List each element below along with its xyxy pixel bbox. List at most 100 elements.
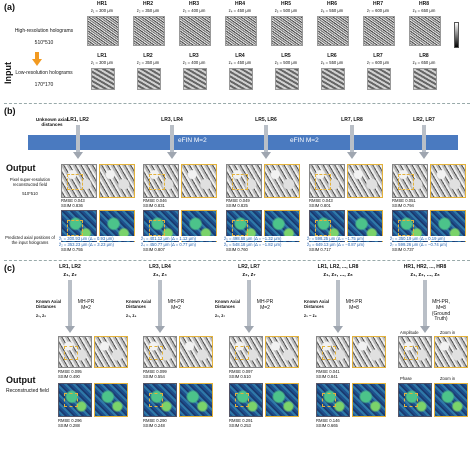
rmse-value: RMSE 0.296 bbox=[58, 418, 82, 423]
rmse-value: RMSE 0.097 bbox=[229, 369, 253, 374]
group-arrow-stem bbox=[158, 280, 162, 326]
hr-hologram bbox=[409, 16, 441, 46]
rmse-value: RMSE 0.046 bbox=[143, 198, 167, 203]
group-z-label: z₁, z₂, ..., z₈ bbox=[410, 272, 440, 278]
ssim-value: SSIM 0.248 bbox=[143, 423, 165, 428]
amplitude-zoom bbox=[179, 336, 213, 368]
hr-name: HR7 bbox=[372, 1, 383, 7]
lr-z: z₆ = 550 μm bbox=[320, 60, 344, 65]
hr-size: 510*510 bbox=[34, 40, 54, 46]
known-z: z₃, z₄ bbox=[126, 313, 137, 318]
zoom-box bbox=[64, 346, 78, 360]
down-arrow-icon bbox=[333, 326, 343, 333]
zoom-box bbox=[398, 174, 414, 190]
zoom-box bbox=[232, 174, 248, 190]
lr-name: LR6 bbox=[327, 53, 337, 59]
rmse-value: RMSE 0.043 bbox=[61, 198, 85, 203]
zoom-box bbox=[149, 174, 165, 190]
lr-pair-label: LR2, LR7 bbox=[413, 117, 435, 123]
lr-hologram bbox=[183, 68, 207, 90]
predicted-position-1: ẑ₅ = 498.68 μm (Δ = −1.32 μm) bbox=[224, 236, 308, 242]
gt-zoom-label: Zoom in bbox=[440, 330, 456, 335]
hr-name: HR4 bbox=[234, 1, 245, 7]
model-label: MH-PR M=2 bbox=[252, 299, 278, 312]
down-arrow-icon bbox=[65, 326, 75, 333]
ssim-value: SSIM 0.831 bbox=[143, 203, 165, 208]
ssim-value: SSIM 0.665 bbox=[316, 423, 338, 428]
rmse-value: RMSE 0.291 bbox=[229, 418, 253, 423]
amplitude-image bbox=[392, 164, 428, 198]
separator-bc bbox=[4, 260, 470, 261]
rmse-value: RMSE 0.051 bbox=[392, 198, 416, 203]
hr-z: z₇ = 600 μm bbox=[366, 8, 390, 13]
down-arrow-icon bbox=[347, 152, 357, 159]
lr-pair-label: LR5, LR6 bbox=[255, 117, 277, 123]
predicted-position-2: ẑ₇ = 599.26 μm (Δ = −0.74 μm) bbox=[390, 242, 474, 248]
ssim-value: SSIM 0.841 bbox=[316, 374, 338, 379]
zoom-box bbox=[149, 393, 163, 407]
zoom-box bbox=[67, 220, 83, 236]
known-label: Known Axial Distances bbox=[36, 299, 61, 309]
hr-name: HR1 bbox=[96, 1, 107, 7]
model-label: MH-PR, M=8 (Ground Truth) bbox=[428, 299, 454, 323]
ssim-value: SSIM 0.288 bbox=[58, 423, 80, 428]
amplitude-zoom bbox=[264, 164, 300, 198]
hr-name: HR6 bbox=[326, 1, 337, 7]
lr-size: 170*170 bbox=[34, 82, 54, 88]
lr-name: LR4 bbox=[235, 53, 245, 59]
hr-hologram bbox=[317, 16, 349, 46]
ssim-value: SSIM 0.253 bbox=[229, 423, 251, 428]
amplitude-zoom bbox=[265, 336, 299, 368]
output-label-c: Output bbox=[6, 375, 36, 385]
hr-z: z₈ = 650 μm bbox=[412, 8, 436, 13]
phase-zoom bbox=[352, 383, 386, 417]
lr-hologram bbox=[413, 68, 437, 90]
predicted-position-1: ẑ₁ = 300.93 μm (Δ = 0.93 μm) bbox=[59, 236, 143, 242]
pair-arrow-stem bbox=[422, 125, 426, 153]
lr-hologram bbox=[275, 68, 299, 90]
down-arrow-icon bbox=[32, 52, 42, 66]
hr-name: HR5 bbox=[280, 1, 291, 7]
zoom-box bbox=[315, 220, 331, 236]
hr-hologram bbox=[271, 16, 303, 46]
lr-z: z₁ = 300 μm bbox=[90, 60, 114, 65]
rmse-value: RMSE 0.041 bbox=[316, 369, 340, 374]
lr-name: LR7 bbox=[373, 53, 383, 59]
lr-pair-label: LR1, LR2 bbox=[67, 117, 89, 123]
efin-label-2: eFIN M=2 bbox=[290, 137, 319, 144]
down-arrow-icon bbox=[73, 152, 83, 159]
hr-z: z₆ = 550 μm bbox=[320, 8, 344, 13]
lr-hologram bbox=[321, 68, 345, 90]
amplitude-zoom bbox=[99, 164, 135, 198]
lr-pair-label: LR7, LR8 bbox=[341, 117, 363, 123]
zoom-box bbox=[67, 174, 83, 190]
down-arrow-icon bbox=[419, 152, 429, 159]
group-arrow-stem bbox=[247, 280, 251, 326]
amplitude-zoom bbox=[181, 164, 217, 198]
ssim-value: SSIM 0.737 bbox=[392, 247, 414, 252]
zoom-box bbox=[398, 220, 414, 236]
separator-ab bbox=[4, 103, 470, 104]
group-z-label: z₂, z₇ bbox=[242, 272, 256, 278]
zoom-box bbox=[149, 220, 165, 236]
predicted-position-2: ẑ₈ = 649.13 μm (Δ = −0.87 μm) bbox=[307, 242, 391, 248]
down-arrow-icon bbox=[261, 152, 271, 159]
hr-name: HR2 bbox=[142, 1, 153, 7]
input-side-label: Input bbox=[3, 62, 13, 84]
hr-name: HR3 bbox=[188, 1, 199, 7]
hr-z: z₂ = 350 μm bbox=[136, 8, 160, 13]
hr-hologram bbox=[225, 16, 257, 46]
zoom-box bbox=[322, 393, 336, 407]
model-label: MH-PR M=2 bbox=[163, 299, 189, 312]
phase-zoom bbox=[265, 383, 299, 417]
lr-z: z₇ = 600 μm bbox=[366, 60, 390, 65]
group-z-label: z₁, z₂ bbox=[63, 272, 77, 278]
hr-hologram bbox=[179, 16, 211, 46]
zoom-box bbox=[404, 346, 418, 360]
ssim-value: SSIM 0.801 bbox=[309, 203, 331, 208]
predicted-position-2: ẑ₄ = 450.77 μm (Δ = 0.77 μm) bbox=[141, 242, 225, 248]
panel-b-label: (b) bbox=[4, 106, 16, 116]
down-arrow-icon bbox=[155, 326, 165, 333]
predicted-position-1: ẑ₂ = 350.19 μm (Δ = 0.19 μm) bbox=[390, 236, 474, 242]
panel-c-label: (c) bbox=[4, 263, 15, 273]
